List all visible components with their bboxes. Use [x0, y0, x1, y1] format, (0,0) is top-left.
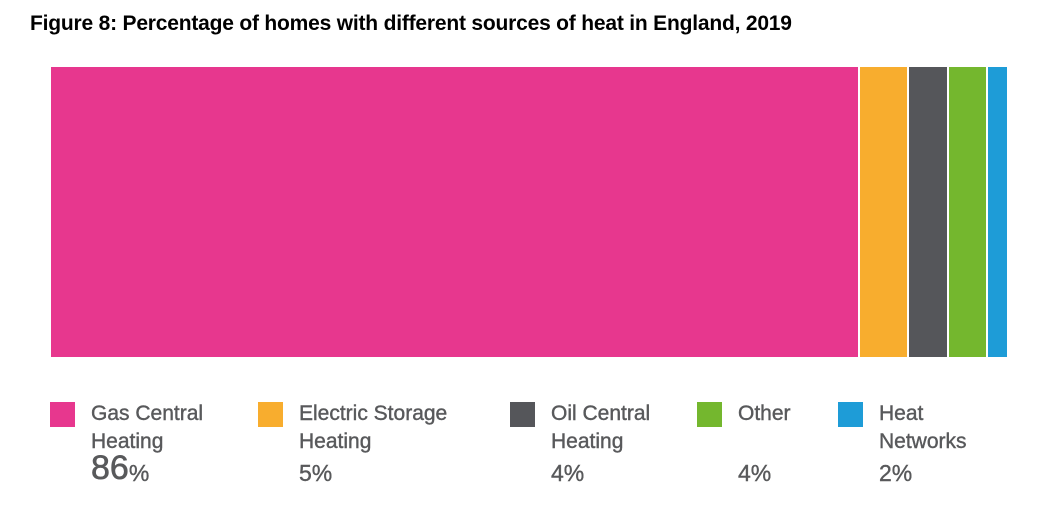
- legend-item-gas-central-heating: Gas Central Heating 86%: [50, 400, 203, 492]
- legend-value-number-heat-networks: 2: [879, 460, 892, 486]
- bar-segment-electric-storage-heating: [860, 67, 908, 357]
- legend: Gas Central Heating 86% Electric Storage H…: [0, 400, 1047, 500]
- legend-value-oil-central-heating: 4%: [551, 448, 585, 486]
- legend-value-other: 4%: [738, 448, 772, 486]
- legend-swatch-oil-central-heating: [510, 402, 535, 427]
- legend-item-other: Other 4%: [697, 400, 791, 492]
- legend-swatch-gas-central-heating: [50, 402, 75, 427]
- legend-swatch-other: [697, 402, 722, 427]
- legend-value-unit-gas-central-heating: %: [128, 460, 150, 486]
- bar-segment-gas-central-heating: [51, 67, 859, 357]
- legend-item-electric-storage-heating: Electric Storage Heating 5%: [258, 400, 447, 492]
- bar-segment-heat-networks: [988, 67, 1007, 357]
- legend-value-unit-other: %: [750, 460, 772, 486]
- legend-value-unit-oil-central-heating: %: [563, 460, 585, 486]
- legend-value-number-gas-central-heating: 86: [91, 449, 129, 487]
- legend-label-gas-central-heating: Gas Central Heating: [91, 402, 204, 453]
- legend-label-heat-networks: Heat Networks: [879, 402, 967, 453]
- figure-title: Figure 8: Percentage of homes with diffe…: [30, 12, 792, 35]
- legend-label-oil-central-heating: Oil Central Heating: [551, 402, 651, 453]
- legend-swatch-heat-networks: [838, 402, 863, 427]
- legend-value-unit-heat-networks: %: [891, 460, 913, 486]
- legend-value-number-other: 4: [738, 460, 751, 486]
- legend-value-electric-storage-heating: 5%: [299, 448, 333, 486]
- legend-swatch-electric-storage-heating: [258, 402, 283, 427]
- legend-label-electric-storage-heating: Electric Storage Heating: [299, 402, 448, 453]
- legend-item-heat-networks: Heat Networks 2%: [838, 400, 967, 492]
- bar-segment-other: [948, 67, 987, 357]
- legend-label-other: Other: [738, 402, 791, 425]
- bar-segment-oil-central-heating: [909, 67, 947, 357]
- legend-value-number-oil-central-heating: 4: [551, 460, 564, 486]
- legend-item-oil-central-heating: Oil Central Heating 4%: [510, 400, 650, 492]
- legend-value-gas-central-heating: 86%: [91, 448, 150, 487]
- legend-value-heat-networks: 2%: [879, 448, 913, 486]
- legend-value-unit-electric-storage-heating: %: [311, 460, 333, 486]
- stacked-bar: [51, 67, 1007, 357]
- legend-value-number-electric-storage-heating: 5: [299, 460, 312, 486]
